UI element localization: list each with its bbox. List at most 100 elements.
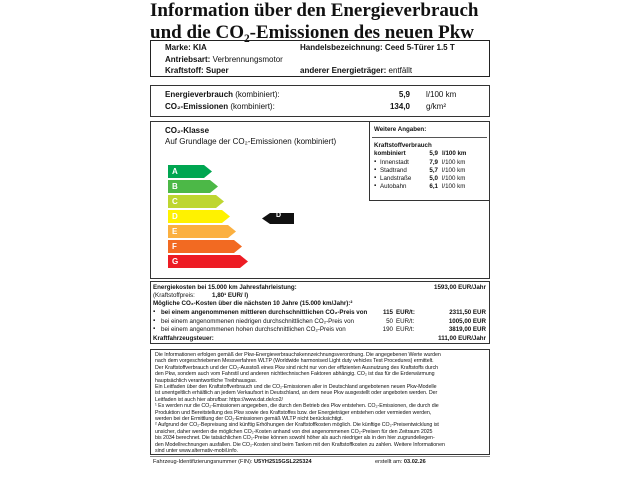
note: (kombiniert): [230, 102, 275, 111]
label: Energieverbrauch [165, 90, 234, 99]
further-title: Weitere Angaben: [374, 126, 427, 133]
scenario-text: bei einem angenommenen niedrigen durchsc… [161, 317, 354, 325]
scenario-amount: 3819,00 EUR [448, 326, 486, 333]
item-unit: l/100 km [442, 159, 466, 166]
scenario-text: bei einem angenommenen hohen durchschnit… [161, 326, 346, 333]
co2-label: CO₂-Emissionen (kombiniert): [165, 102, 275, 111]
class-arrow: G [168, 255, 248, 268]
scenario-unit: EUR/t: [396, 317, 415, 325]
value: entfällt [388, 66, 413, 75]
footnote-line: bis 2034 berechnet. Die tatsächlichen CO… [155, 435, 435, 442]
item-unit: l/100 km [442, 175, 466, 182]
footnote-line: Produktion und Bereitstellung des Pkw so… [155, 409, 432, 416]
scenario-price: 50 [386, 317, 393, 325]
footnote-line: ¹ Es werden nur die CO₂-Emissionen angeg… [155, 403, 439, 410]
value: Super [205, 66, 229, 75]
title-line: und die CO₂-Emissionen des neuen Pkw [150, 22, 475, 43]
item-label: Innenstadt [380, 159, 409, 166]
item-value: 5,7 [429, 167, 438, 174]
fuel: Kraftstoff: Super [165, 66, 229, 75]
separator [372, 137, 487, 138]
created: erstellt am: 03.02.26 [375, 459, 426, 465]
scenario-price: 190 [382, 326, 393, 333]
class-arrow: B [168, 180, 218, 193]
scenario-price: 115 [383, 309, 393, 316]
value: KIA [193, 43, 207, 52]
bullet: ▪ [374, 174, 377, 181]
item-value: 5,0 [429, 175, 438, 182]
class-arrow: F [168, 240, 242, 253]
value: U5YH2515GSL225324 [254, 459, 312, 465]
class-title: CO₂-Klasse [165, 126, 210, 135]
scenario-text: bei einem angenommenen mittleren durchsc… [161, 309, 368, 316]
value: Verbrennungsmotor [212, 55, 283, 64]
footnote-line: nach dem vorgeschriebenen Messverfahren … [155, 358, 434, 365]
item-value: 6,1 [429, 183, 438, 190]
bullet: ▪ [153, 316, 156, 324]
scenario-unit: EUR/t: [396, 326, 415, 333]
fin: Fahrzeug-Identifizierungsnummer (FIN): U… [153, 459, 312, 465]
label: CO₂-Emissionen [165, 102, 229, 111]
bullet: ▪ [153, 325, 156, 332]
footnote-line: den Modellrechnungen ausfallen. Die CO₂-… [155, 441, 445, 448]
energy-cost-value: 1593,00 EUR/Jahr [434, 284, 486, 291]
indicator-label: D [276, 212, 282, 219]
label: Handelsbezeichnung: [300, 43, 383, 52]
scenario-amount: 2311,50 EUR [449, 309, 486, 316]
label: Fahrzeug-Identifizierungsnummer (FIN): [153, 459, 253, 465]
costs-box [150, 281, 490, 344]
class-indicator: D [262, 211, 294, 229]
co2-costs-title: Mögliche CO₂-Kosten über die nächsten 10… [153, 300, 353, 307]
bullet: ▪ [374, 182, 377, 189]
footnote-line: Ein Leitfaden über den Kraftstoffverbrau… [155, 384, 437, 390]
make: Marke: KIA [165, 43, 207, 52]
drive: Antriebsart: Verbrennungsmotor [165, 55, 283, 64]
footnote-line: Leitfaden ist auch hier abrufbar: https:… [155, 396, 283, 403]
fuel-price: (Kraftstoffpreis: 1,80¹ EUR/ l) [153, 292, 248, 299]
title: Information über den Energieverbrauch un… [150, 0, 478, 44]
label: Kraftstoff: [165, 66, 204, 75]
label: anderer Energieträger: [300, 66, 387, 75]
item-unit: l/100 km [442, 167, 466, 174]
bullet: ▪ [374, 166, 377, 173]
label: erstellt am: [375, 459, 403, 465]
combined-value: 5,9 [429, 150, 438, 157]
item-value: 7,9 [429, 159, 438, 166]
footnote-line: Der Kraftstoffverbrauch und der CO₂-Auss… [155, 364, 439, 371]
class-arrow: C [168, 195, 224, 208]
value: Ceed 5-Türer 1.5 T [384, 43, 455, 52]
label: Marke: [165, 43, 191, 52]
energy-value: 5,9 [398, 90, 410, 99]
class-subtitle: Auf Grundlage der CO₂-Emissionen (kombin… [165, 137, 337, 146]
fuel-title: Kraftstoffverbrauch [374, 142, 432, 149]
item-label: Stadtrand [380, 167, 407, 174]
further-box [369, 121, 490, 201]
tax-label: Kraftfahrzeugsteuer: [153, 335, 214, 342]
footnote-line: Die Informationen erfolgen gemäß der Pkw… [155, 352, 441, 358]
trade-name: Handelsbezeichnung: Ceed 5-Türer 1.5 T [300, 43, 455, 52]
item-label: Landstraße [380, 175, 412, 182]
footnote-box [150, 349, 490, 455]
footer-rule [150, 456, 490, 457]
class-arrow: A [168, 165, 212, 178]
item-label: Autobahn [380, 183, 407, 190]
class-arrow: D [168, 210, 230, 223]
combined-unit: l/100 km [442, 150, 467, 157]
value: 1,80¹ EUR/ l) [212, 292, 249, 299]
label: (Kraftstoffpreis: [153, 292, 195, 299]
consumption-box [150, 85, 490, 117]
bullet: ▪ [153, 308, 156, 315]
energy-cost-label: Energiekosten bei 15.000 km Jahresfahrle… [153, 284, 297, 291]
co2-unit: g/km² [426, 102, 446, 111]
combined-label: kombiniert [374, 150, 406, 157]
value: 03.02.26 [403, 459, 426, 465]
footnote-line: ² Aufgrund der CO₂-Bepreisung sind künft… [155, 422, 439, 429]
footnote-line: hauptsächlich verantwortliche Treibhausg… [155, 377, 258, 384]
note: (kombiniert): [235, 90, 280, 99]
energy-label: Energieverbrauch (kombiniert): [165, 90, 280, 99]
footnote-line: den Pkw, sondern auch vom Fahrstil und a… [155, 371, 435, 378]
other-energy: anderer Energieträger: entfällt [300, 66, 412, 75]
footnote-line: unsicher, daher werden die möglichen CO₂… [155, 428, 433, 435]
indicator-arrow [262, 213, 294, 224]
